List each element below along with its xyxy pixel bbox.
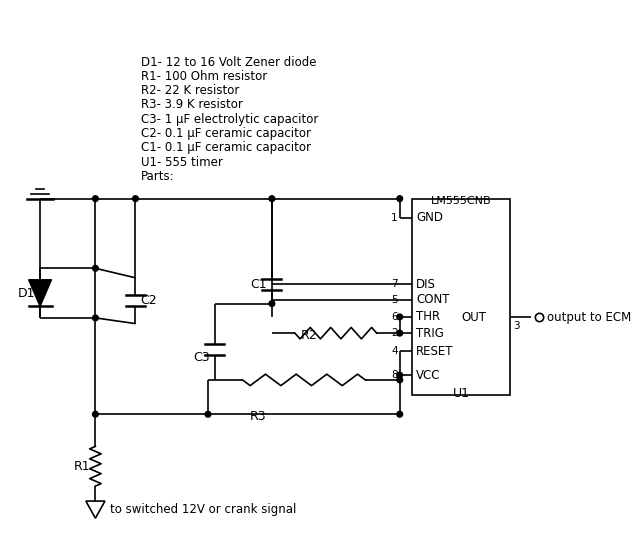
Circle shape: [397, 330, 403, 336]
Text: 8: 8: [391, 370, 398, 380]
Text: CONT: CONT: [416, 293, 449, 306]
Text: RESET: RESET: [416, 345, 453, 358]
Circle shape: [397, 377, 403, 383]
Circle shape: [92, 196, 98, 202]
Text: DIS: DIS: [416, 278, 436, 291]
Bar: [412, 198, 510, 395]
Text: R1- 100 Ohm resistor: R1- 100 Ohm resistor: [141, 70, 268, 83]
Text: 1: 1: [391, 213, 398, 222]
Circle shape: [92, 412, 98, 417]
Text: C1- 0.1 µF ceramic capacitor: C1- 0.1 µF ceramic capacitor: [141, 141, 311, 155]
Circle shape: [92, 265, 98, 271]
Text: 4: 4: [391, 346, 398, 356]
Text: to switched 12V or crank signal: to switched 12V or crank signal: [110, 503, 296, 516]
Circle shape: [397, 314, 403, 320]
Text: OUT: OUT: [462, 311, 487, 324]
Circle shape: [397, 372, 403, 378]
Text: R2: R2: [300, 329, 317, 342]
Text: 3: 3: [513, 322, 520, 332]
Text: R3: R3: [250, 410, 266, 423]
Circle shape: [92, 315, 98, 321]
Text: R1: R1: [74, 460, 91, 473]
Text: R3- 3.9 K resistor: R3- 3.9 K resistor: [141, 99, 243, 111]
Text: U1: U1: [453, 387, 470, 400]
Text: LM555CNB: LM555CNB: [431, 196, 492, 206]
Circle shape: [397, 412, 403, 417]
Text: 6: 6: [391, 312, 398, 322]
Text: GND: GND: [416, 211, 443, 224]
Text: C1: C1: [250, 278, 267, 291]
Text: 7: 7: [391, 279, 398, 289]
Text: C3- 1 µF electrolytic capacitor: C3- 1 µF electrolytic capacitor: [141, 113, 318, 126]
Text: R2- 22 K resistor: R2- 22 K resistor: [141, 84, 239, 97]
Text: C2: C2: [140, 294, 157, 307]
Text: Parts:: Parts:: [141, 170, 175, 183]
Text: VCC: VCC: [416, 369, 440, 381]
Text: D1: D1: [18, 287, 35, 300]
Circle shape: [133, 196, 138, 202]
Text: output to ECM: output to ECM: [546, 311, 631, 324]
Text: 2: 2: [391, 328, 398, 338]
Text: C2- 0.1 µF ceramic capacitor: C2- 0.1 µF ceramic capacitor: [141, 127, 311, 140]
Text: TRIG: TRIG: [416, 327, 444, 340]
Circle shape: [205, 412, 211, 417]
Circle shape: [269, 301, 275, 306]
Text: C3: C3: [193, 351, 210, 363]
Polygon shape: [29, 279, 51, 306]
Text: U1- 555 timer: U1- 555 timer: [141, 156, 223, 169]
Circle shape: [269, 196, 275, 202]
Text: 5: 5: [391, 295, 398, 305]
Text: THR: THR: [416, 310, 440, 323]
Text: D1- 12 to 16 Volt Zener diode: D1- 12 to 16 Volt Zener diode: [141, 55, 317, 68]
Circle shape: [397, 196, 403, 202]
